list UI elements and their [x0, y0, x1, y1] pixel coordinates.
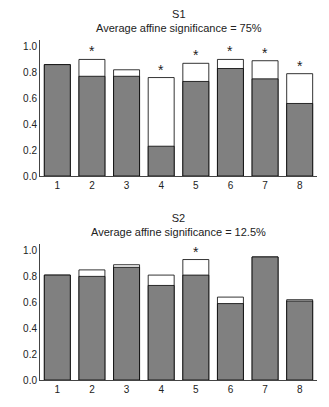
svg-text:1: 1	[55, 384, 61, 395]
svg-text:0.8: 0.8	[23, 67, 37, 78]
svg-text:4: 4	[158, 384, 164, 395]
svg-text:5: 5	[193, 384, 199, 395]
svg-text:0.4: 0.4	[23, 323, 37, 334]
svg-text:6: 6	[228, 180, 234, 191]
svg-text:3: 3	[124, 180, 130, 191]
svg-text:*: *	[193, 244, 199, 260]
svg-text:7: 7	[262, 180, 268, 191]
svg-text:0.4: 0.4	[23, 119, 37, 130]
svg-text:0.8: 0.8	[23, 271, 37, 282]
svg-text:0.0: 0.0	[23, 171, 37, 182]
svg-text:*: *	[297, 58, 303, 74]
svg-text:*: *	[89, 43, 95, 59]
svg-text:8: 8	[297, 180, 303, 191]
svg-text:*: *	[227, 43, 233, 59]
svg-text:6: 6	[228, 384, 234, 395]
svg-text:5: 5	[193, 180, 199, 191]
svg-text:1: 1	[55, 180, 61, 191]
svg-text:3: 3	[124, 384, 130, 395]
svg-text:0.2: 0.2	[23, 349, 37, 360]
svg-text:0.6: 0.6	[23, 297, 37, 308]
svg-text:*: *	[193, 47, 199, 63]
svg-text:0.2: 0.2	[23, 145, 37, 156]
svg-text:2: 2	[89, 180, 95, 191]
svg-text:7: 7	[262, 384, 268, 395]
svg-text:S2Average affine significance: S2Average affine significance = 12.5%	[91, 212, 266, 238]
svg-text:1.0: 1.0	[23, 41, 37, 52]
svg-text:0.0: 0.0	[23, 375, 37, 386]
svg-text:8: 8	[297, 384, 303, 395]
svg-text:S1Average affine significance: S1Average affine significance = 75%	[96, 8, 262, 34]
svg-text:0.6: 0.6	[23, 93, 37, 104]
svg-text:2: 2	[89, 384, 95, 395]
svg-text:4: 4	[158, 180, 164, 191]
svg-text:1.0: 1.0	[23, 245, 37, 256]
svg-text:*: *	[262, 45, 268, 61]
svg-text:*: *	[158, 62, 164, 78]
